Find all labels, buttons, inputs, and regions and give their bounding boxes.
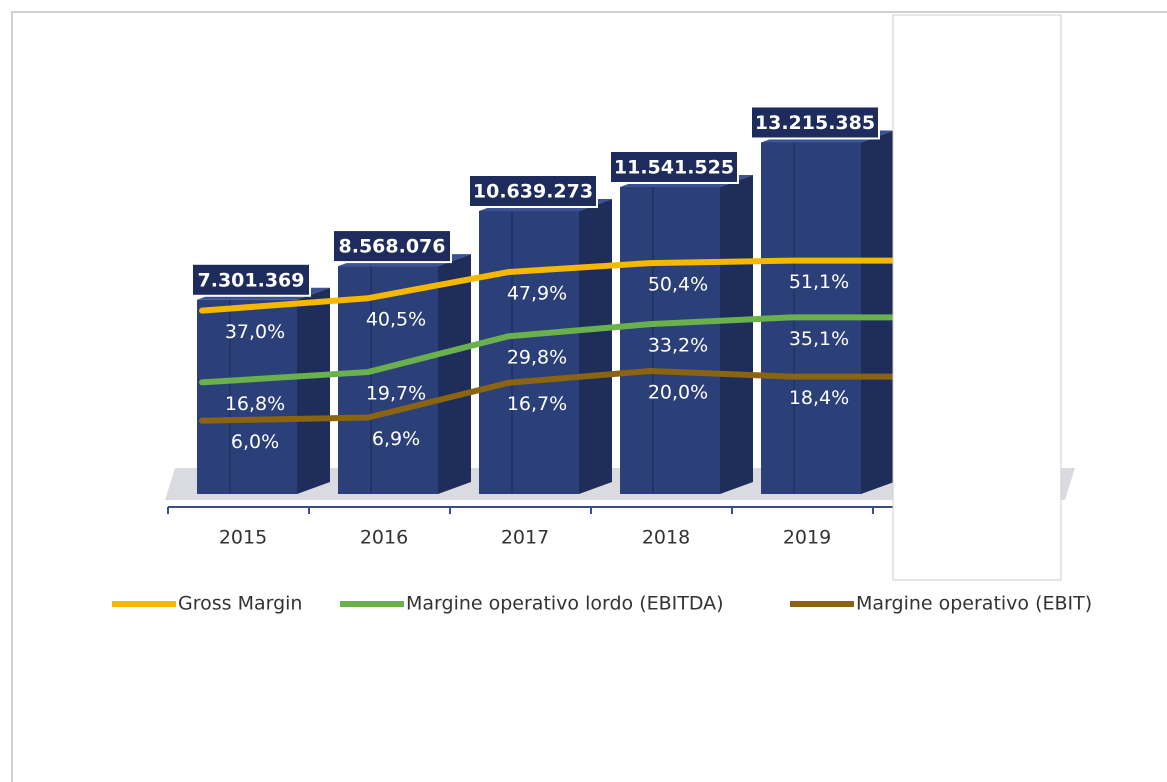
line-value-label: 40,5% [366, 309, 426, 331]
line-value-label: 16,7% [507, 393, 567, 415]
bar-side [720, 174, 753, 495]
x-tick-label: 2019 [783, 527, 831, 549]
value-label-box [332, 229, 452, 264]
value-label: 7.301.369 [198, 269, 305, 291]
x-tick-label: 2018 [642, 527, 690, 549]
lines [199, 257, 898, 424]
bar-side [438, 254, 471, 494]
cover-panel [892, 14, 1062, 581]
x-tick-label: 2016 [360, 527, 408, 549]
legend-label: Margine operativo lordo (EBITDA) [406, 593, 724, 615]
bar [197, 299, 297, 494]
bar-side [579, 198, 612, 494]
value-label-box [468, 173, 598, 208]
value-label-box [191, 262, 311, 297]
legend-label: Gross Margin [178, 593, 302, 615]
line-value-label: 18,4% [789, 387, 849, 409]
x-tick-label: 2017 [501, 527, 549, 549]
series-line [199, 314, 898, 386]
value-label: 13.215.385 [755, 112, 875, 134]
line-value-label: 51,1% [789, 271, 849, 293]
line-value-label: 29,8% [507, 347, 567, 369]
line-value-label: 20,0% [648, 382, 708, 404]
line-value-label: 47,9% [507, 282, 567, 304]
line-value-label: 37,0% [225, 321, 285, 343]
bar [338, 266, 438, 494]
line-value-label: 33,2% [648, 335, 708, 357]
bar [479, 210, 579, 494]
value-label-box [750, 105, 880, 140]
series-line [199, 257, 898, 314]
value-label: 11.541.525 [614, 156, 734, 178]
line-value-label: 16,8% [225, 393, 285, 415]
bar-side [861, 130, 894, 494]
line-value-label: 50,4% [648, 274, 708, 296]
value-label-box [609, 149, 739, 184]
bar-side [297, 287, 330, 494]
line-value-label: 19,7% [366, 383, 426, 405]
labels: 7.301.369 8.568.076 10.639.273 11.541.525 13… [191, 105, 880, 453]
bar [620, 186, 720, 495]
value-label: 10.639.273 [473, 180, 593, 202]
line-value-label: 6,9% [372, 428, 420, 450]
series-line [199, 368, 898, 424]
value-label: 8.568.076 [339, 236, 446, 258]
x-axis-labels: 2015 2016 2017 2018 2019 [167, 507, 874, 549]
x-tick-label: 2015 [219, 527, 267, 549]
legend: Gross Margin Margine operativo lordo (EBI… [112, 593, 1092, 615]
line-value-label: 6,0% [231, 431, 279, 453]
legend-label: Margine operativo (EBIT) [856, 593, 1092, 615]
line-value-label: 35,1% [789, 328, 849, 350]
